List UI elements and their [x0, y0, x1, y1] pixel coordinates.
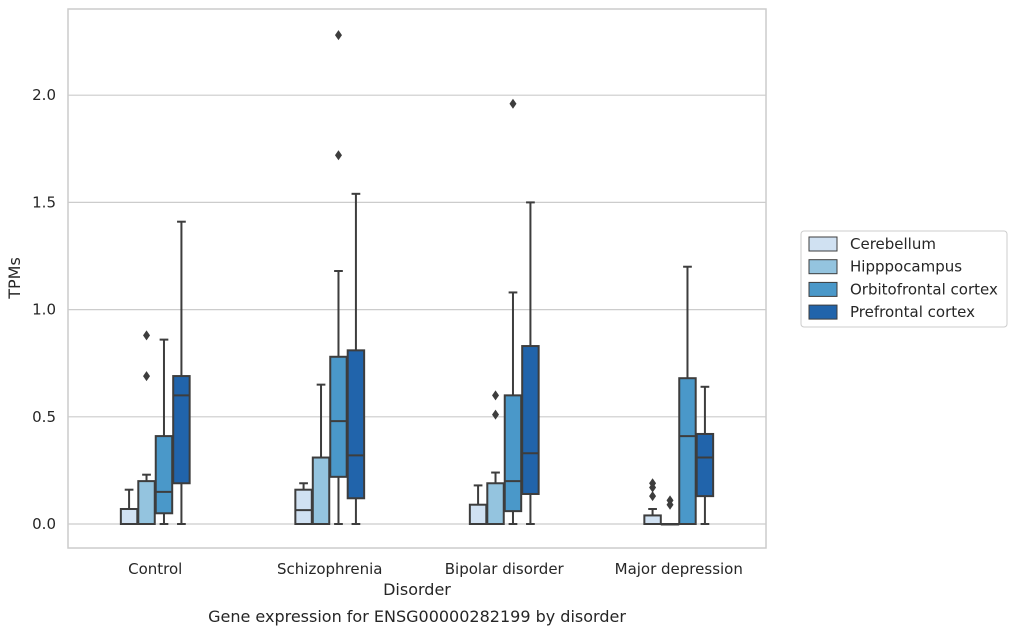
y-axis-label: TPMs	[5, 257, 24, 300]
box	[486, 390, 505, 526]
box	[503, 98, 523, 525]
x-tick-label: Schizophrenia	[277, 560, 382, 578]
outlier-point	[666, 495, 674, 506]
y-tick-label: 0.5	[32, 408, 56, 426]
series-prefrontal-cortex	[172, 192, 715, 525]
outlier-point	[492, 390, 500, 401]
outlier-point	[143, 371, 151, 382]
box-body	[695, 432, 715, 498]
legend-label: Cerebellum	[850, 235, 936, 253]
outlier-point	[649, 491, 657, 502]
outlier-point	[334, 150, 342, 161]
series-cerebellum	[119, 478, 662, 526]
box-body	[503, 394, 523, 513]
box-body	[137, 480, 156, 525]
box-body	[468, 503, 488, 526]
legend-swatch	[808, 281, 838, 297]
box-body	[678, 377, 697, 526]
legend-swatch	[808, 304, 838, 320]
legend-swatch	[808, 236, 838, 252]
y-tick-label: 2.0	[32, 86, 56, 104]
box	[311, 383, 331, 526]
box	[294, 482, 313, 526]
box	[137, 330, 156, 525]
figure-caption: Gene expression for ENSG00000282199 by d…	[208, 607, 626, 626]
box	[521, 201, 540, 525]
y-tick-label: 0.0	[32, 515, 56, 533]
x-tick-label: Major depression	[615, 560, 743, 578]
box-body	[172, 375, 191, 485]
box-body	[329, 355, 348, 478]
x-axis-label: Disorder	[383, 580, 451, 599]
series-orbitofrontal-cortex	[154, 30, 697, 526]
outlier-point	[649, 478, 657, 489]
box-body	[294, 488, 313, 526]
box	[329, 30, 348, 525]
box	[154, 338, 174, 525]
box-body	[521, 345, 540, 495]
outlier-point	[334, 30, 342, 41]
legend-label: Orbitofrontal cortex	[850, 280, 998, 298]
box	[643, 478, 662, 526]
box	[119, 488, 139, 526]
box-body	[486, 482, 505, 526]
outlier-point	[492, 409, 500, 420]
x-tick-label: Bipolar disorder	[445, 560, 565, 578]
box-body	[154, 435, 174, 515]
box	[346, 192, 366, 525]
x-tick-label: Control	[128, 560, 182, 578]
box-body	[346, 349, 366, 500]
legend: Cerebellum Hipppocampus Orbitofrontal cort…	[800, 230, 1008, 328]
plot-frame	[67, 8, 767, 549]
y-tick-labels: 0.0 0.5 1.0 1.5 2.0	[32, 86, 56, 533]
box-body	[311, 456, 331, 526]
box-body	[119, 507, 139, 526]
outlier-point	[509, 98, 517, 109]
legend-frame	[800, 230, 1008, 328]
y-tick-label: 1.0	[32, 301, 56, 319]
box-body	[643, 514, 662, 526]
legend-swatch	[808, 259, 838, 275]
legend-label: Prefrontal cortex	[850, 303, 975, 321]
outlier-point	[143, 330, 151, 341]
y-tick-label: 1.5	[32, 193, 56, 211]
box-series	[119, 30, 715, 526]
box	[172, 220, 191, 525]
x-tick-labels: Control Schizophrenia Bipolar disorder Majo…	[128, 560, 743, 578]
box	[695, 385, 715, 525]
legend-label: Hipppocampus	[850, 258, 962, 276]
series-hipppocampus	[137, 330, 680, 526]
